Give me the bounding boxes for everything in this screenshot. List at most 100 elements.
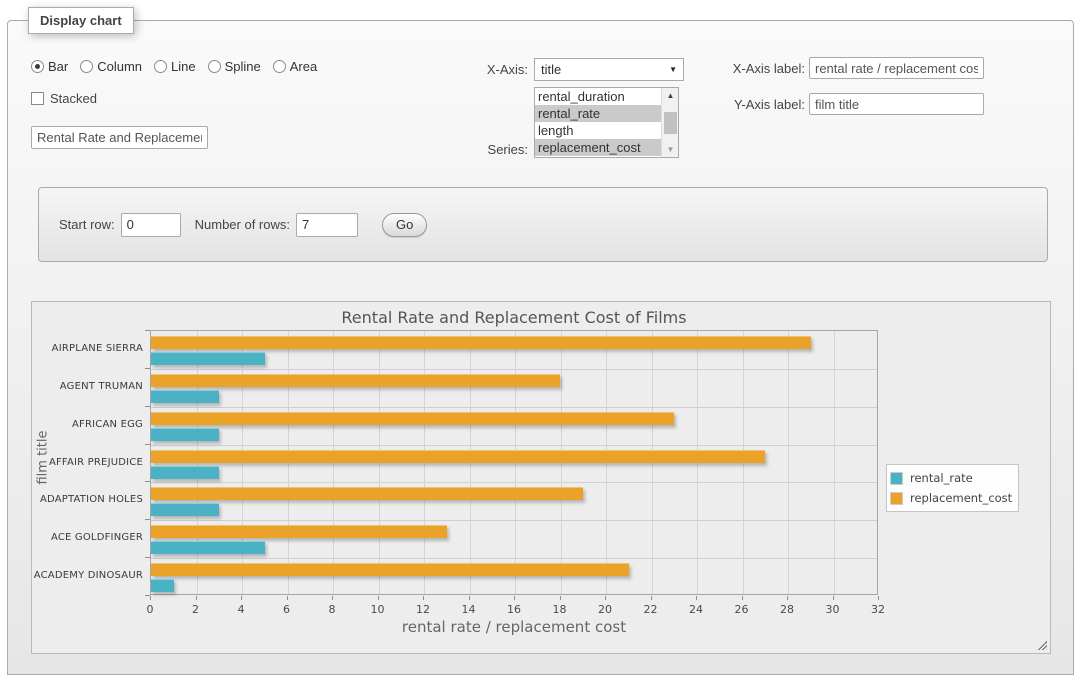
series-option-rental_duration[interactable]: rental_duration — [538, 89, 625, 104]
bar-replacement_cost — [151, 449, 766, 463]
y-tick-mark — [145, 330, 150, 331]
x-axis-select-label: X-Axis: — [486, 62, 528, 77]
chart-legend: rental_rate replacement_cost — [886, 464, 1020, 512]
x-tick-label: 18 — [552, 603, 567, 616]
bar-rental_rate — [151, 465, 220, 479]
x-tick-mark — [241, 596, 242, 600]
start-row-input[interactable] — [120, 212, 181, 237]
series-option-rental_rate[interactable]: rental_rate — [535, 105, 661, 122]
x-tick-label: 0 — [146, 603, 154, 616]
radio-icon — [80, 60, 94, 73]
bar-replacement_cost — [151, 336, 811, 349]
bar-replacement_cost — [151, 411, 675, 425]
legend-swatch — [890, 491, 903, 505]
y-tick-mark — [145, 481, 150, 483]
x-tick-label: 14 — [461, 603, 476, 616]
x-tick-label: 20 — [598, 603, 612, 616]
chart-type-options: Bar Column Line Spline Area — [31, 59, 325, 74]
scrollbar-thumb[interactable] — [664, 112, 677, 134]
radio-icon — [272, 60, 286, 73]
radio-icon — [31, 60, 44, 73]
y-axis-label-label: Y-Axis label: — [733, 97, 805, 112]
gridline-horizontal — [151, 368, 877, 370]
stacked-checkbox[interactable]: Stacked — [31, 91, 97, 106]
go-button[interactable]: Go — [382, 212, 428, 237]
radio-label: Line — [171, 59, 196, 74]
y-category-label: ACE GOLDFINGER — [50, 532, 143, 544]
num-rows-input[interactable] — [296, 212, 358, 237]
chart-container: Rental Rate and Replacement Cost of Film… — [31, 301, 1051, 654]
gridline-horizontal — [151, 558, 877, 560]
x-tick-label: 32 — [871, 603, 885, 616]
checkbox-icon — [31, 92, 44, 105]
chart-type-radio-area[interactable]: Area — [272, 59, 317, 74]
x-tick-mark — [878, 596, 879, 600]
legend-label: rental_rate — [910, 471, 973, 485]
y-category-label: ADAPTATION HOLES — [39, 494, 143, 506]
radio-icon — [154, 60, 168, 73]
x-tick-label: 10 — [370, 603, 385, 616]
x-tick-mark — [832, 596, 834, 600]
chart-title-input[interactable] — [31, 126, 208, 149]
y-tick-mark — [145, 557, 150, 559]
bar-replacement_cost — [151, 373, 561, 387]
gridline-horizontal — [151, 482, 877, 484]
x-tick-label: 26 — [734, 603, 749, 616]
y-axis-label-input[interactable] — [809, 93, 984, 115]
x-axis-label-label: X-Axis label: — [732, 61, 805, 76]
x-axis-selected-value: title — [541, 62, 562, 77]
x-tick-mark — [423, 596, 424, 600]
chart-type-radio-spline[interactable]: Spline — [207, 59, 261, 74]
y-category-label: AFFAIR PREJUDICE — [48, 456, 143, 468]
series-option-length[interactable]: length — [538, 123, 574, 138]
y-category-label: AIRPLANE SIERRA — [51, 343, 143, 354]
bar-rental_rate — [151, 352, 265, 365]
x-axis-label-input[interactable] — [809, 57, 984, 79]
bar-replacement_cost — [151, 525, 447, 539]
pagination-fieldset: Start row: Number of rows: Go — [38, 187, 1048, 262]
series-scrollbar[interactable]: ▲ ▼ — [661, 88, 678, 157]
bar-rental_rate — [151, 541, 265, 555]
series-select-label: Series: — [487, 142, 528, 157]
bar-replacement_cost — [151, 563, 629, 577]
series-option-replacement_cost[interactable]: replacement_cost — [535, 139, 661, 156]
x-tick-label: 8 — [328, 603, 336, 616]
gridline-horizontal — [151, 444, 877, 446]
x-axis-select[interactable]: title ▼ — [534, 58, 684, 81]
x-tick-mark — [514, 596, 515, 600]
x-tick-label: 24 — [689, 603, 703, 616]
y-tick-mark — [145, 405, 150, 407]
y-category-label: AGENT TRUMAN — [59, 380, 143, 392]
x-tick-label: 30 — [825, 603, 840, 616]
stacked-label: Stacked — [50, 91, 97, 106]
x-tick-label: 16 — [507, 603, 521, 616]
scroll-up-icon[interactable]: ▲ — [666, 91, 675, 100]
radio-label: Column — [97, 59, 143, 74]
bar-rental_rate — [151, 503, 220, 517]
x-tick-label: 2 — [192, 603, 199, 616]
series-multiselect[interactable]: rental_duration rental_rate length replacem… — [534, 87, 679, 158]
x-tick-mark — [195, 596, 197, 600]
resize-handle-icon[interactable] — [1036, 639, 1047, 650]
bar-rental_rate — [151, 579, 174, 593]
plot-area — [150, 330, 878, 595]
gridline-vertical — [833, 331, 835, 594]
chart-type-radio-bar[interactable]: Bar — [31, 59, 68, 74]
bar-replacement_cost — [151, 487, 584, 501]
y-tick-mark — [145, 519, 150, 521]
x-tick-mark — [559, 596, 561, 600]
series-options: rental_duration rental_rate length replacem… — [535, 88, 661, 157]
display-chart-fieldset: Display chart Bar Column Line Spline Area St… — [7, 7, 1074, 675]
y-tick-mark — [145, 443, 150, 445]
gridline-horizontal — [151, 406, 877, 408]
x-tick-label: 6 — [283, 603, 290, 616]
y-tick-mark — [145, 367, 150, 369]
fieldset-legend: Display chart — [28, 7, 134, 34]
chart-type-radio-line[interactable]: Line — [154, 59, 196, 74]
scroll-down-icon[interactable]: ▼ — [666, 145, 675, 154]
x-tick-label: 28 — [780, 603, 794, 616]
x-tick-mark — [377, 596, 379, 600]
chart-type-radio-column[interactable]: Column — [80, 59, 142, 74]
bar-rental_rate — [151, 427, 220, 441]
